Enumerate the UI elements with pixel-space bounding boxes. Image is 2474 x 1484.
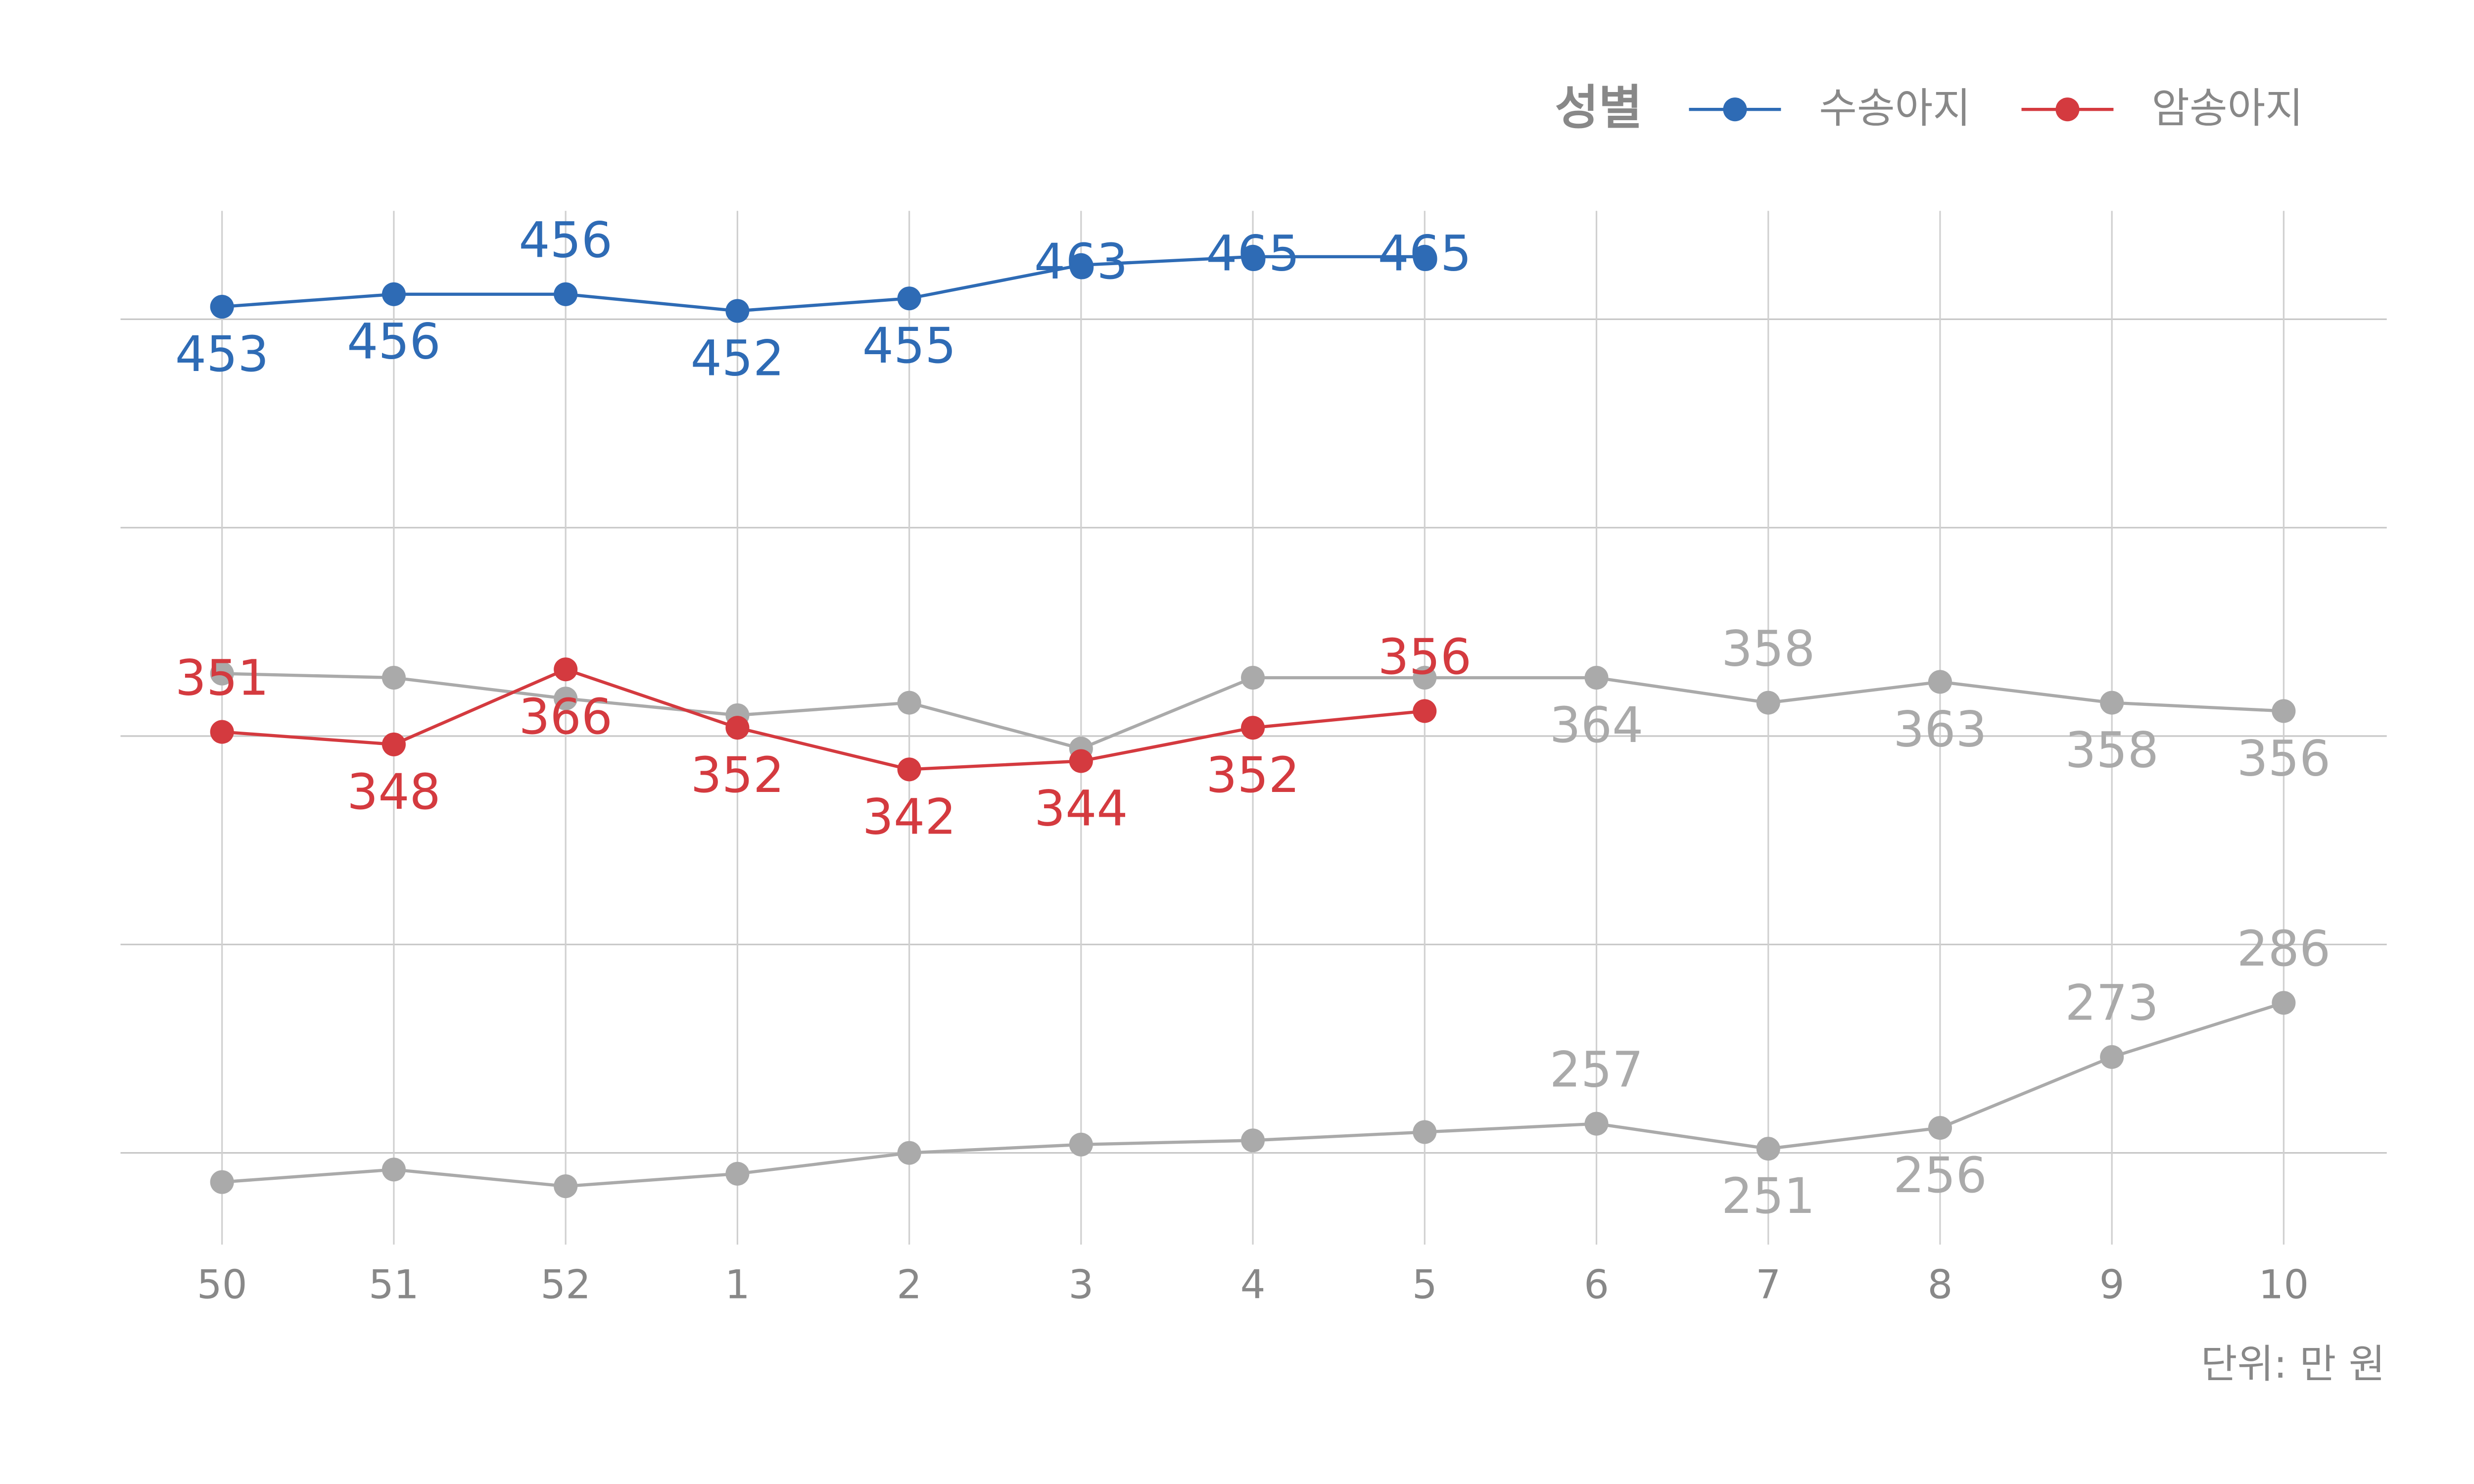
point — [1241, 665, 1265, 690]
legend-title: 성별 — [1555, 80, 1642, 136]
data-label: 455 — [862, 318, 956, 374]
data-label: 273 — [2065, 975, 2159, 1032]
data-label: 363 — [1893, 701, 1987, 758]
data-label: 453 — [175, 326, 269, 383]
point — [554, 1174, 578, 1199]
data-label: 286 — [2237, 921, 2331, 977]
legend-item: 수송아지 — [1689, 84, 1971, 132]
point — [210, 1170, 234, 1194]
x-tick-label: 7 — [1756, 1262, 1781, 1308]
legend-item: 암송아지 — [2021, 84, 2303, 132]
point — [381, 732, 406, 756]
data-label: 456 — [519, 212, 613, 269]
point — [2272, 991, 2296, 1015]
point — [210, 661, 234, 686]
point — [2100, 691, 2124, 715]
data-label: 256 — [1893, 1147, 1987, 1204]
legend-marker — [1723, 97, 1747, 122]
point — [554, 282, 578, 306]
x-tick-label: 52 — [540, 1262, 591, 1308]
legend-label: 수송아지 — [1819, 84, 1971, 132]
grid — [120, 211, 2387, 1245]
point — [1413, 665, 1437, 690]
point — [725, 299, 750, 323]
point — [554, 657, 578, 682]
x-tick-label: 5 — [1412, 1262, 1437, 1308]
line — [222, 667, 1425, 771]
point — [2100, 1045, 2124, 1069]
point — [1069, 253, 1093, 277]
point — [1928, 670, 1952, 694]
x-tick-label: 50 — [197, 1262, 247, 1308]
data-label: 358 — [2065, 722, 2159, 779]
data-label: 257 — [1550, 1041, 1644, 1098]
x-tick-label: 2 — [897, 1262, 922, 1308]
point — [1241, 716, 1265, 740]
point — [381, 282, 406, 306]
data-label: 348 — [347, 764, 441, 821]
point — [1413, 1120, 1437, 1144]
data-label: 352 — [691, 747, 785, 804]
point — [1584, 1112, 1609, 1136]
data-label: 344 — [1034, 780, 1128, 837]
data-label: 463 — [1034, 233, 1128, 290]
series: 364 358 363 358 356 — [210, 620, 2331, 787]
point — [897, 1141, 921, 1165]
data-label: 352 — [1206, 747, 1300, 804]
point — [1756, 1137, 1780, 1161]
point — [897, 691, 921, 715]
line — [222, 255, 1425, 313]
x-tick-label: 8 — [1927, 1262, 1952, 1308]
point — [210, 295, 234, 319]
point — [725, 716, 750, 740]
series: 351 348 366 352 342 344 352 356 — [175, 629, 1472, 845]
caption: 단위: 만 원 — [2201, 1341, 2385, 1387]
point — [725, 1161, 750, 1186]
point — [210, 720, 234, 744]
x-tick-label: 10 — [2258, 1262, 2309, 1308]
data-label: 465 — [1378, 225, 1472, 282]
point — [1413, 699, 1437, 723]
point — [1069, 749, 1093, 773]
x-tick-label: 51 — [369, 1262, 419, 1308]
point — [897, 286, 921, 311]
data-label: 358 — [1721, 620, 1815, 677]
series: 257 251 256 273 286 — [210, 921, 2331, 1225]
point — [1413, 244, 1437, 269]
x-tick-label: 3 — [1068, 1262, 1094, 1308]
data-label: 366 — [519, 689, 613, 745]
point — [1584, 665, 1609, 690]
data-label: 356 — [2237, 730, 2331, 787]
point — [1241, 244, 1265, 269]
point — [554, 687, 578, 711]
point — [1069, 1132, 1093, 1157]
data-label: 452 — [691, 330, 785, 387]
point — [897, 757, 921, 782]
data-label: 351 — [175, 649, 269, 706]
point — [1928, 1116, 1952, 1140]
point — [2272, 699, 2296, 723]
legend-marker — [2055, 97, 2080, 122]
x-tick-label: 9 — [2099, 1262, 2125, 1308]
data-label: 356 — [1378, 629, 1472, 686]
data-label: 342 — [862, 788, 956, 845]
data-label: 251 — [1721, 1168, 1815, 1225]
point — [1756, 691, 1780, 715]
data-label: 465 — [1206, 225, 1300, 282]
data-label: 456 — [347, 314, 441, 371]
data-label: 364 — [1550, 697, 1644, 754]
x-tick-label: 4 — [1240, 1262, 1266, 1308]
point — [381, 665, 406, 690]
point — [381, 1158, 406, 1182]
series: 453 456 456 452 455 463 465 465 — [175, 212, 1472, 387]
legend-label: 암송아지 — [2151, 84, 2303, 132]
x-tick-label: 1 — [725, 1262, 750, 1308]
x-tick-label: 6 — [1584, 1262, 1609, 1308]
point — [1241, 1128, 1265, 1153]
